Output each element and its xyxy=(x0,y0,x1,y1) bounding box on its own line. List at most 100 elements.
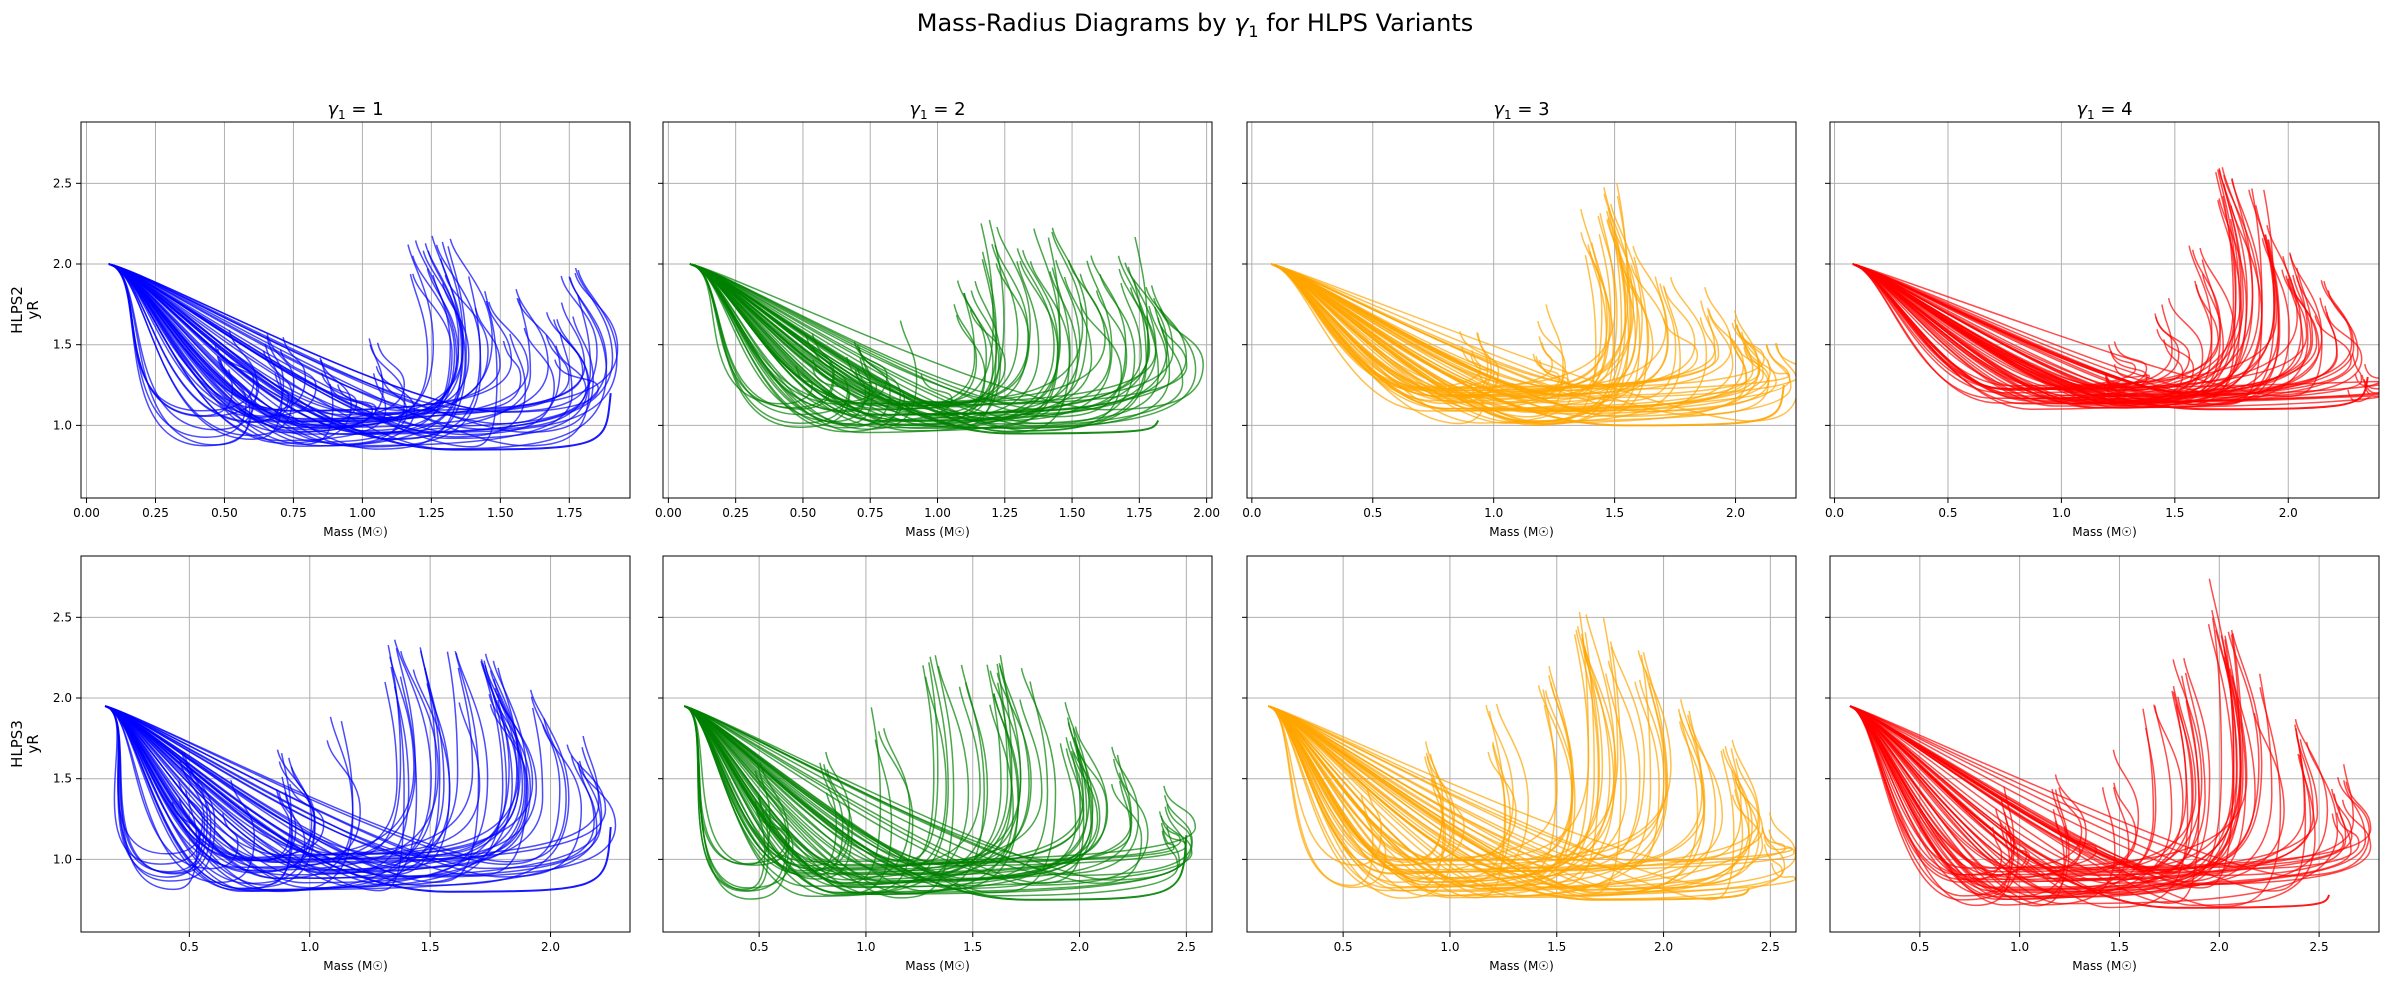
mr-curve xyxy=(104,676,418,888)
mr-curve xyxy=(684,682,989,876)
mr-curve xyxy=(108,255,456,432)
mr-curve xyxy=(104,705,567,863)
series-curves xyxy=(104,639,617,893)
mr-curve xyxy=(684,705,914,894)
x-tick-label: 1.00 xyxy=(924,506,951,520)
x-tick-label: 0.25 xyxy=(142,506,169,520)
mr-curve xyxy=(1268,705,1455,899)
mr-curve xyxy=(689,263,891,429)
mr-curve xyxy=(1852,263,2122,389)
x-tick-label: 1.5 xyxy=(2110,940,2129,954)
mr-curve xyxy=(1268,611,1590,869)
mr-curve xyxy=(1849,705,2011,896)
mr-curve xyxy=(684,667,1057,894)
mr-curve xyxy=(1271,263,1484,425)
mr-curve xyxy=(689,248,1055,426)
mr-curve xyxy=(1852,263,2379,389)
mr-curve xyxy=(1852,263,2138,403)
mr-curve xyxy=(684,705,770,892)
mr-curve xyxy=(1271,215,1618,392)
x-tick-label: 2.5 xyxy=(2310,940,2329,954)
mr-curve xyxy=(1268,705,1760,871)
mr-curve xyxy=(1849,705,2015,897)
row-label-hlps2: HLPS2yR xyxy=(8,286,42,334)
x-tick-label: 0.5 xyxy=(1910,940,1929,954)
mr-curve xyxy=(689,263,1123,432)
x-tick-label: 1.5 xyxy=(1547,940,1566,954)
plot-frame xyxy=(1829,121,2380,499)
x-axis-label: Mass (M☉) xyxy=(323,525,388,539)
mr-curve xyxy=(689,263,850,428)
x-tick-label: 0.00 xyxy=(655,506,682,520)
x-tick-label: 1.5 xyxy=(1605,506,1624,520)
mr-curve xyxy=(108,263,334,446)
mr-curve xyxy=(1268,650,1615,897)
mr-curve xyxy=(1268,705,1383,866)
mr-curve xyxy=(1271,263,1677,402)
mr-curve xyxy=(684,705,1094,877)
mr-curve xyxy=(1852,263,2213,394)
column-title-gamma-1: γ1 = 1 xyxy=(327,99,383,122)
x-tick-label: 0.0 xyxy=(1825,506,1844,520)
mr-curve xyxy=(1849,705,2307,892)
x-axis-label: Mass (M☉) xyxy=(1489,525,1554,539)
mr-curve-envelope xyxy=(689,263,1160,435)
panel-hlps2-gamma-2: 0.00 0.25 0.50 0.75 1.00 1.25 1.50 1.75 2.00 Mass… xyxy=(655,121,1220,539)
mr-curve xyxy=(1849,635,2242,884)
column-title-gamma-3: γ1 = 3 xyxy=(1493,99,1549,122)
mr-curve xyxy=(1849,705,2316,907)
mr-curve xyxy=(1271,263,1564,418)
mr-curve xyxy=(684,705,1094,890)
mr-curve xyxy=(689,263,1204,411)
mr-curve xyxy=(1268,705,1751,885)
panel-hlps3-gamma-1: 0.5 1.0 1.5 2.0 1.0 1.5 2.0 2.5 Mass (M☉) xyxy=(53,555,631,973)
mr-curve xyxy=(104,705,206,873)
x-tick-label: 0.75 xyxy=(857,506,884,520)
plot-frame xyxy=(80,555,631,933)
y-tick-label: 2.0 xyxy=(53,257,72,271)
mr-curve xyxy=(1268,705,1506,899)
mr-curve xyxy=(104,689,570,887)
x-axis-label: Mass (M☉) xyxy=(2072,959,2137,973)
x-axis-label: Mass (M☉) xyxy=(1489,959,1554,973)
mr-curve xyxy=(684,705,1149,886)
mr-curve-envelope xyxy=(1852,263,2369,411)
mr-curve xyxy=(1852,263,2353,396)
mr-curve xyxy=(108,263,555,436)
mr-curve xyxy=(108,263,307,411)
x-tick-label: 1.5 xyxy=(963,940,982,954)
plot-frame xyxy=(1246,121,1797,499)
mr-curve xyxy=(1268,705,1717,890)
mr-curve xyxy=(689,263,867,423)
mr-curve xyxy=(689,236,1149,428)
panel-hlps2-gamma-4: 0.0 0.5 1.0 1.5 2.0 Mass (M☉) xyxy=(1825,121,2380,539)
mr-curve xyxy=(684,705,790,866)
mr-curve xyxy=(1268,705,1750,899)
x-tick-label: 1.0 xyxy=(2052,506,2071,520)
mr-curve xyxy=(108,263,590,447)
mr-curve xyxy=(1852,238,2290,405)
x-tick-label: 1.5 xyxy=(2165,506,2184,520)
mr-curve xyxy=(1268,681,1660,870)
panel-hlps3-gamma-2: 0.5 1.0 1.5 2.0 2.5 Mass (M☉) xyxy=(658,555,1213,973)
mr-curve-envelope xyxy=(108,263,612,451)
mr-curve-envelope xyxy=(1849,705,2331,909)
mr-curve xyxy=(1271,263,1790,390)
mr-curve xyxy=(689,263,1136,425)
mr-curve xyxy=(689,263,813,405)
mr-curve xyxy=(1849,705,2087,881)
x-tick-label: 2.0 xyxy=(2279,506,2298,520)
mr-curve xyxy=(1268,705,1735,901)
series-curves xyxy=(689,219,1204,435)
mr-curve xyxy=(1849,623,2234,899)
mr-curve xyxy=(104,705,291,862)
mr-curve xyxy=(684,705,1092,884)
x-tick-label: 0.5 xyxy=(750,940,769,954)
mr-curve xyxy=(689,227,1088,403)
series-curves xyxy=(1852,167,2379,411)
mr-curve xyxy=(1268,629,1600,887)
panel-hlps3-gamma-3: 0.5 1.0 1.5 2.0 2.5 Mass (M☉) xyxy=(1242,555,1797,973)
mr-curve xyxy=(684,705,1109,882)
mr-curve xyxy=(1268,665,1573,876)
panel-hlps2-gamma-3: 0.0 0.5 1.0 1.5 2.0 Mass (M☉) xyxy=(1242,121,1797,539)
